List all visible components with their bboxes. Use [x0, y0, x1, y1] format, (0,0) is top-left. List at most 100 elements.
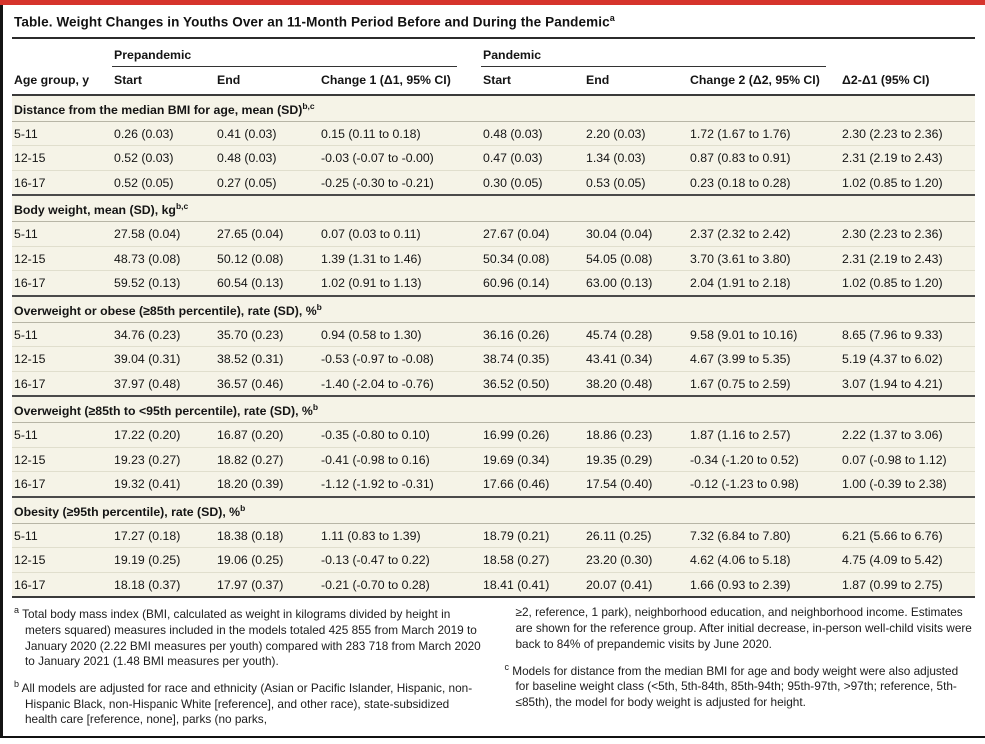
value-cell: 35.70 (0.23): [215, 322, 319, 348]
value-cell: 0.94 (0.58 to 1.30): [319, 322, 482, 348]
spanner-spacer: [12, 38, 112, 67]
value-cell: 2.37 (2.32 to 2.42): [688, 221, 841, 247]
table-section: Overweight or obese (≥85th percentile), …: [12, 294, 976, 397]
value-cell: 19.69 (0.34): [481, 447, 585, 473]
section-header-label: Distance from the median BMI for age, me…: [12, 93, 976, 122]
value-cell: -0.41 (-0.98 to 0.16): [319, 447, 482, 473]
age-group-cell: 16-17: [12, 270, 112, 296]
value-cell: 59.52 (0.13): [112, 270, 215, 296]
value-cell: 1.87 (1.16 to 2.57): [688, 422, 841, 448]
value-cell: 0.87 (0.83 to 0.91): [688, 145, 841, 171]
value-cell: 2.30 (2.23 to 2.36): [840, 221, 976, 247]
value-cell: 0.47 (0.03): [481, 145, 585, 171]
column-header-pan-start: Start: [481, 66, 585, 96]
title-rule: [12, 36, 975, 39]
footnote-b-marker: b: [14, 679, 20, 690]
value-cell: 2.04 (1.91 to 2.18): [688, 270, 841, 296]
value-cell: 27.58 (0.04): [112, 221, 215, 247]
table-section: Overweight (≥85th to <95th percentile), …: [12, 395, 976, 497]
age-group-cell: 16-17: [12, 572, 112, 598]
value-cell: 0.07 (0.03 to 0.11): [319, 221, 482, 247]
value-cell: 16.87 (0.20): [215, 422, 319, 448]
column-header-pre-end: End: [215, 66, 319, 96]
value-cell: -0.03 (-0.07 to -0.00): [319, 145, 482, 171]
table-row: 5-11 34.76 (0.23) 35.70 (0.23) 0.94 (0.58 t…: [12, 322, 976, 348]
value-cell: 17.54 (0.40): [584, 471, 689, 497]
pandemic-spanner-label: Pandemic: [483, 47, 542, 62]
value-cell: 30.04 (0.04): [584, 221, 689, 247]
value-cell: 18.38 (0.18): [215, 523, 319, 549]
value-cell: 36.52 (0.50): [481, 371, 585, 397]
value-cell: 7.32 (6.84 to 7.80): [688, 523, 841, 549]
section-header-superscript: b: [316, 301, 322, 312]
pandemic-spanner: Pandemic: [481, 47, 827, 67]
value-cell: 38.52 (0.31): [215, 346, 319, 372]
table-row: 12-15 0.52 (0.03) 0.48 (0.03) -0.03 (-0.07 …: [12, 145, 976, 171]
footnote-column-left: a Total body mass index (BMI, calculated…: [14, 605, 483, 737]
value-cell: 0.52 (0.05): [112, 170, 215, 196]
value-cell: 1.34 (0.03): [584, 145, 689, 171]
age-group-cell: 16-17: [12, 371, 112, 397]
spanner-row: Prepandemic Pandemic: [12, 38, 976, 67]
value-cell: 60.96 (0.14): [481, 270, 585, 296]
section-header-superscript: b,c: [302, 100, 315, 111]
table-row: 16-17 19.32 (0.41) 18.20 (0.39) -1.12 (-1.9…: [12, 471, 976, 497]
table-row: 16-17 18.18 (0.37) 17.97 (0.37) -0.21 (-0.7…: [12, 572, 976, 598]
value-cell: 0.48 (0.03): [215, 145, 319, 171]
value-cell: 45.74 (0.28): [584, 322, 689, 348]
age-group-cell: 12-15: [12, 547, 112, 573]
value-cell: 0.07 (-0.98 to 1.12): [840, 447, 976, 473]
value-cell: 0.53 (0.05): [584, 170, 689, 196]
value-cell: 19.32 (0.41): [112, 471, 215, 497]
value-cell: 1.00 (-0.39 to 2.38): [840, 471, 976, 497]
value-cell: -0.12 (-1.23 to 0.98): [688, 471, 841, 497]
table-title-superscript: a: [609, 13, 615, 23]
age-group-cell: 5-11: [12, 221, 112, 247]
value-cell: 9.58 (9.01 to 10.16): [688, 322, 841, 348]
footnote-c-marker: c: [504, 661, 510, 672]
value-cell: 0.41 (0.03): [215, 121, 319, 147]
age-group-cell: 16-17: [12, 471, 112, 497]
value-cell: 2.30 (2.23 to 2.36): [840, 121, 976, 147]
value-cell: -0.53 (-0.97 to -0.08): [319, 346, 482, 372]
table-title: Table. Weight Changes in Youths Over an …: [12, 5, 975, 37]
section-header-label: Obesity (≥95th percentile), rate (SD), %…: [12, 495, 976, 524]
section-header-label: Overweight or obese (≥85th percentile), …: [12, 294, 976, 323]
column-header-age-group: Age group, y: [12, 66, 112, 96]
value-cell: 23.20 (0.30): [584, 547, 689, 573]
value-cell: 3.70 (3.61 to 3.80): [688, 246, 841, 272]
table-row: 12-15 48.73 (0.08) 50.12 (0.08) 1.39 (1.31 …: [12, 246, 976, 272]
value-cell: 4.62 (4.06 to 5.18): [688, 547, 841, 573]
section-header-label: Body weight, mean (SD), kgb,c: [12, 194, 976, 223]
value-cell: 2.31 (2.19 to 2.43): [840, 145, 976, 171]
value-cell: -1.12 (-1.92 to -0.31): [319, 471, 482, 497]
footnote-b: b All models are adjusted for race and e…: [14, 679, 483, 728]
value-cell: 0.52 (0.03): [112, 145, 215, 171]
section-header-superscript: b,c: [175, 201, 189, 212]
value-cell: 19.35 (0.29): [584, 447, 689, 473]
value-cell: 39.04 (0.31): [112, 346, 215, 372]
table-section: Obesity (≥95th percentile), rate (SD), %…: [12, 495, 976, 598]
table-row: 5-11 0.26 (0.03) 0.41 (0.03) 0.15 (0.11 to …: [12, 121, 976, 147]
value-cell: 50.12 (0.08): [215, 246, 319, 272]
value-cell: 19.23 (0.27): [112, 447, 215, 473]
value-cell: 0.48 (0.03): [481, 121, 585, 147]
age-group-cell: 12-15: [12, 145, 112, 171]
footnote-b-continued: ≥2, reference, 1 park), neighborhood edu…: [515, 605, 972, 651]
value-cell: 18.79 (0.21): [481, 523, 585, 549]
value-cell: -0.35 (-0.80 to 0.10): [319, 422, 482, 448]
value-cell: 18.20 (0.39): [215, 471, 319, 497]
table-row: 5-11 27.58 (0.04) 27.65 (0.04) 0.07 (0.03 t…: [12, 221, 976, 247]
value-cell: 18.58 (0.27): [481, 547, 585, 573]
table-row: 12-15 39.04 (0.31) 38.52 (0.31) -0.53 (-0.9…: [12, 346, 976, 372]
footnote-c: c Models for distance from the median BM…: [505, 662, 974, 711]
column-header-pre-start: Start: [112, 66, 215, 96]
column-header-row: Age group, y Start End Change 1 (Δ1, 95%…: [12, 66, 976, 96]
figure-content: Table. Weight Changes in Youths Over an …: [0, 5, 985, 738]
value-cell: 17.27 (0.18): [112, 523, 215, 549]
value-cell: 19.06 (0.25): [215, 547, 319, 573]
value-cell: 1.11 (0.83 to 1.39): [319, 523, 482, 549]
section-header-row: Body weight, mean (SD), kgb,c: [12, 194, 976, 223]
value-cell: 63.00 (0.13): [584, 270, 689, 296]
value-cell: 26.11 (0.25): [584, 523, 689, 549]
